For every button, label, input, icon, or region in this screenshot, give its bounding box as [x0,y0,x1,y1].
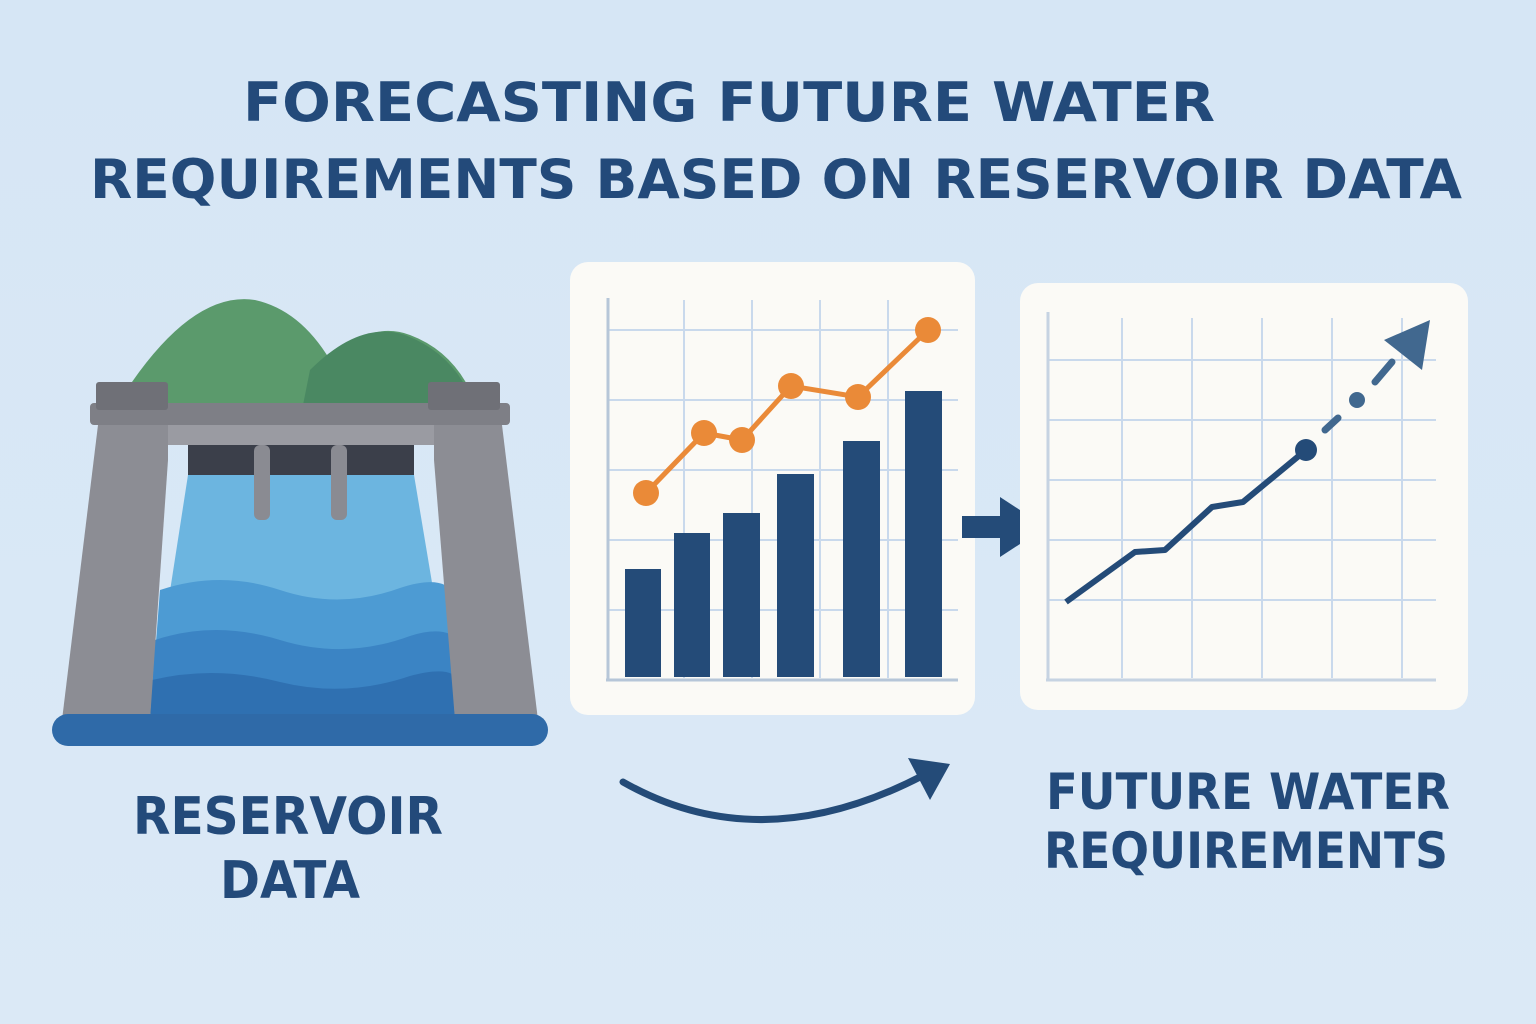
future-label: REQUIREMENTS [1044,822,1448,880]
dam-icon [52,299,548,746]
title-line: REQUIREMENTS BASED ON RESERVOIR DATA [90,148,1462,211]
title-line: FORECASTING FUTURE WATER [243,71,1215,134]
reservoir-label: RESERVOIR [133,787,443,847]
curved-arrow [619,758,950,824]
bar-line-illustration [570,262,975,715]
forecast-line-illustration [1020,283,1468,710]
reservoir-label: DATA [220,851,360,911]
future-label: FUTURE WATER [1046,763,1450,821]
